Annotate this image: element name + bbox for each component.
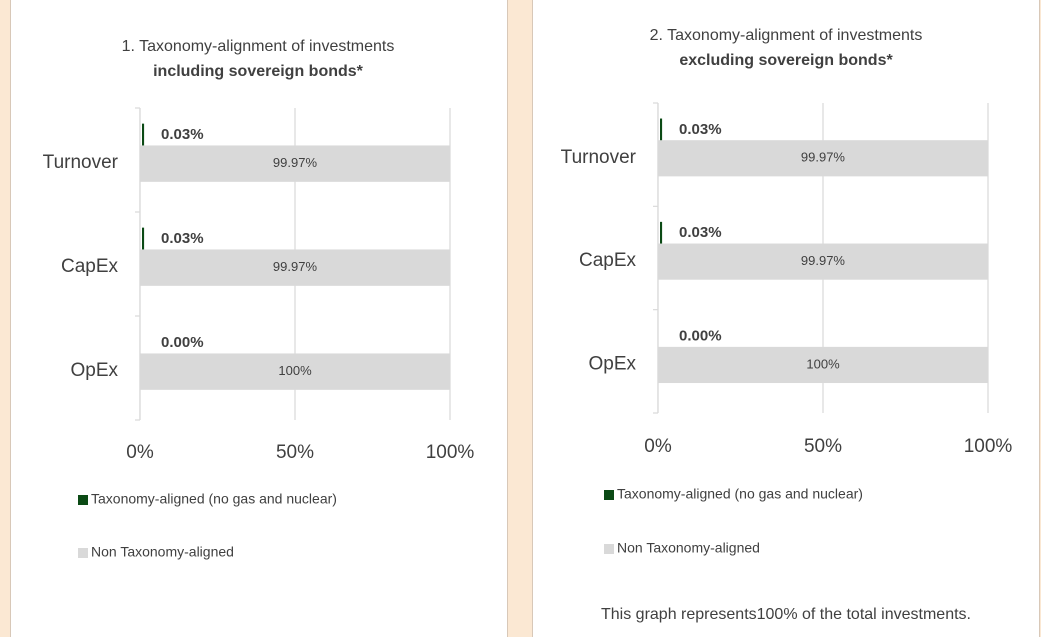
x-tick-label: 100%	[426, 442, 475, 463]
bar	[140, 353, 450, 390]
category-label: OpEx	[588, 353, 636, 374]
category-label: CapEx	[579, 250, 637, 271]
value-label: 0.03%	[161, 230, 204, 247]
category-label: CapEx	[61, 256, 119, 277]
value-label: 100%	[806, 356, 840, 371]
value-label: 100%	[278, 363, 312, 378]
value-label: 99.97%	[273, 259, 318, 274]
category-label: Turnover	[43, 152, 119, 173]
panel	[532, 0, 1040, 637]
legend-swatch	[604, 490, 614, 500]
value-label: 0.00%	[679, 328, 722, 345]
x-tick-label: 50%	[276, 442, 314, 463]
legend-label: Taxonomy-aligned (no gas and nuclear)	[91, 491, 337, 507]
panel	[10, 0, 508, 637]
legend-swatch	[604, 544, 614, 554]
x-tick-label: 0%	[126, 442, 154, 463]
legend-swatch	[78, 548, 88, 558]
value-label: 99.97%	[801, 253, 846, 268]
chart-subtitle: including sovereign bonds*	[153, 63, 364, 80]
value-label: 0.00%	[161, 334, 204, 351]
legend-swatch	[78, 495, 88, 505]
bar	[140, 145, 450, 182]
chart-title: 2. Taxonomy-alignment of investments	[650, 27, 923, 44]
bar	[658, 346, 988, 384]
value-label: 0.03%	[679, 121, 722, 138]
bar	[658, 243, 988, 280]
x-tick-label: 0%	[644, 436, 672, 457]
bar	[658, 140, 988, 177]
chart-subtitle: excluding sovereign bonds*	[679, 52, 893, 69]
value-label: 0.03%	[161, 126, 204, 143]
chart-title: 1. Taxonomy-alignment of investments	[122, 38, 395, 55]
bar	[140, 249, 450, 286]
note: This graph represents100% of the total i…	[601, 606, 971, 623]
legend-label: Taxonomy-aligned (no gas and nuclear)	[617, 486, 863, 502]
value-label: 99.97%	[801, 150, 846, 165]
x-tick-label: 50%	[804, 436, 842, 457]
legend-label: Non Taxonomy-aligned	[617, 540, 760, 556]
x-tick-label: 100%	[964, 436, 1013, 457]
category-label: Turnover	[561, 147, 637, 168]
legend-label: Non Taxonomy-aligned	[91, 544, 234, 560]
value-label: 0.03%	[679, 224, 722, 241]
category-label: OpEx	[70, 360, 118, 381]
value-label: 99.97%	[273, 155, 318, 170]
